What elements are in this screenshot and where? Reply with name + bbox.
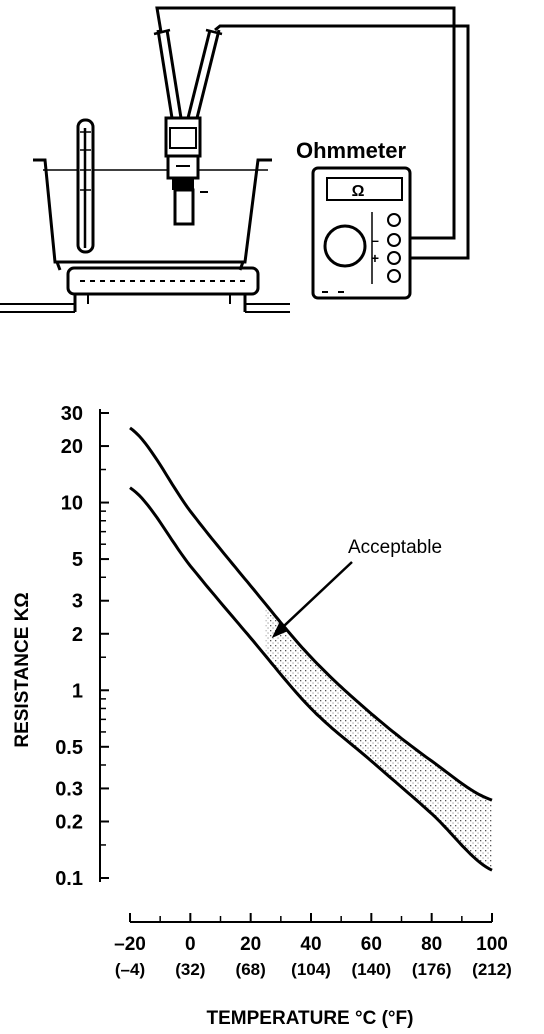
series-layer — [129, 426, 493, 872]
y-tick-label: 2 — [72, 624, 83, 646]
x-tick-label-fahrenheit: (68) — [236, 960, 266, 979]
lower-limit-line — [129, 486, 493, 872]
y-tick-label: 0.2 — [55, 811, 83, 833]
y-tick-label: 20 — [61, 436, 83, 458]
test-setup-illustration — [0, 6, 470, 313]
x-tick-label-fahrenheit: (32) — [175, 960, 205, 979]
y-tick-label-layer: 30 20 10 5 3 2 1 0.5 0.3 0.2 0.1 — [55, 403, 83, 890]
thermometer — [76, 118, 95, 254]
ohmmeter — [311, 166, 412, 300]
x-tick-label: 0 — [185, 934, 196, 955]
x-tick-label: 80 — [421, 934, 442, 955]
upper-limit-line — [129, 426, 493, 802]
y-tick-label: 10 — [61, 493, 83, 515]
x-axis-title: TEMPERATURE °C (°F) — [207, 1008, 414, 1029]
meter-plus-sign: + — [371, 250, 379, 266]
water-pan — [33, 158, 272, 271]
test-leads — [155, 6, 470, 260]
x-tick-label: 20 — [240, 934, 261, 955]
y-tick-label: 1 — [72, 680, 83, 702]
annotation-arrow — [278, 561, 353, 631]
x-tick-label-fahrenheit: (176) — [412, 960, 452, 979]
y-tick-label: 3 — [72, 591, 83, 613]
stove-burner — [0, 266, 290, 313]
meter-minus-sign: – — [371, 232, 379, 248]
x-tick-label-fahrenheit: (212) — [472, 960, 512, 979]
temperature-sensor — [164, 116, 208, 226]
x-tick-label-fahrenheit: (–4) — [115, 960, 145, 979]
y-axis-title: RESISTANCE KΩ — [12, 592, 33, 747]
meter-display-symbol: Ω — [352, 183, 365, 200]
resistance-chart: 30 20 10 5 3 2 1 0.5 0.3 0.2 0.1 –20 (–4) 0 (32) 20 (68… — [12, 403, 512, 1029]
x-tick-label: 40 — [300, 934, 321, 955]
x-tick-label-layer: –20 (–4) 0 (32) 20 (68) 40 (104) 60 (140) 80 (176) 1… — [114, 934, 512, 979]
annotation-arrowhead — [271, 622, 288, 638]
y-tick-label: 0.3 — [55, 778, 83, 800]
x-tick-label-fahrenheit: (104) — [291, 960, 331, 979]
x-tick-label: –20 — [114, 934, 146, 955]
y-tick-label: 30 — [61, 403, 83, 425]
annotation-layer: Acceptable — [271, 537, 442, 638]
x-tick-label: 100 — [476, 934, 508, 955]
x-tick-label: 60 — [361, 934, 382, 955]
y-tick-label: 0.5 — [55, 737, 83, 759]
x-tick-label-fahrenheit: (140) — [351, 960, 391, 979]
y-tick-label: 5 — [72, 549, 83, 571]
ohmmeter-label: Ohmmeter — [296, 138, 406, 163]
y-tick-label: 0.1 — [55, 868, 83, 890]
test-probes — [153, 28, 223, 119]
axes-layer — [99, 409, 493, 923]
annotation-label: Acceptable — [348, 537, 442, 558]
